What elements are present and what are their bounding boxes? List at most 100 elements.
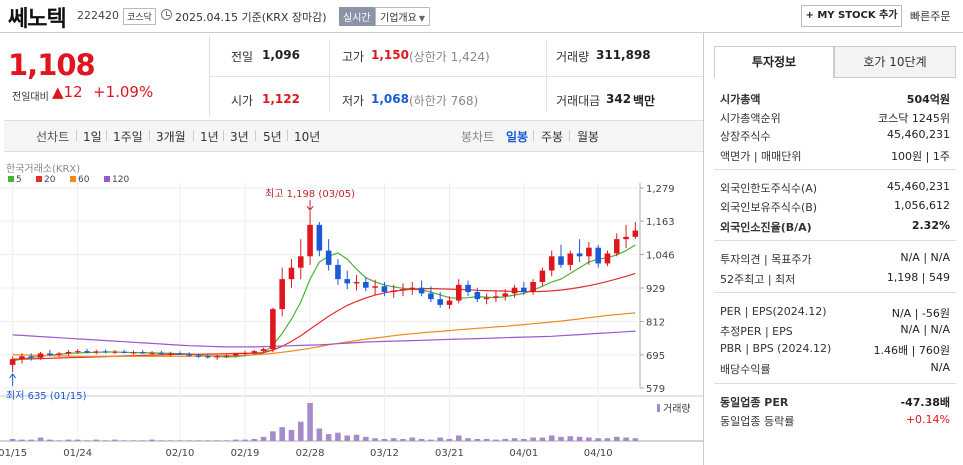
volume-bar — [167, 440, 174, 441]
low-arrow-head — [9, 373, 17, 379]
period-3m[interactable]: 3개월 — [156, 130, 186, 144]
divider — [223, 130, 224, 141]
volume-bar — [307, 403, 313, 441]
candle-body — [19, 356, 25, 360]
info-value: 504억원 — [906, 93, 950, 106]
ma-legend-label: 120 — [112, 175, 129, 185]
candle-body — [344, 279, 351, 284]
period-1w[interactable]: 1주일 — [113, 130, 143, 144]
candle-body — [84, 351, 90, 353]
period-1d[interactable]: 1일 — [83, 130, 102, 144]
volume-bar — [539, 437, 546, 441]
volume-bar — [335, 432, 341, 441]
candle-body — [623, 236, 629, 240]
divider — [255, 130, 256, 141]
candle-body — [390, 290, 397, 292]
candle-body — [586, 247, 592, 257]
info-label: 시가총액순위 — [720, 112, 781, 125]
candle-body — [632, 230, 639, 237]
candle-daily[interactable]: 일봉 — [506, 130, 529, 144]
candle-chart-label[interactable]: 봉차트 — [461, 130, 495, 144]
my-stock-add-button[interactable]: + MY STOCK 추가 — [801, 5, 902, 27]
info-value: 45,460,231 — [887, 180, 950, 193]
period-10y[interactable]: 10년 — [294, 130, 321, 144]
candle-body — [279, 279, 285, 310]
x-tick-label: 03/12 — [370, 448, 399, 459]
volume-bar — [288, 429, 295, 441]
candle-weekly[interactable]: 주봉 — [541, 130, 564, 144]
candle-body — [363, 282, 369, 288]
x-tick-label: 02/10 — [166, 448, 195, 459]
candle-body — [521, 287, 527, 292]
candle-body — [93, 351, 100, 353]
candle-body — [613, 239, 620, 254]
volume-bar — [409, 437, 416, 441]
tab-investment-info[interactable]: 투자정보 — [714, 46, 834, 78]
volume-bar — [446, 438, 453, 441]
period-1y[interactable]: 1년 — [200, 130, 219, 144]
candle-body — [381, 286, 388, 292]
company-overview-button[interactable]: 기업개요 ▼ — [375, 7, 430, 26]
candle-body — [288, 267, 295, 280]
candle-body — [28, 356, 35, 358]
info-value: N/A | N/A — [900, 251, 950, 264]
info-value: N/A | -56원 — [891, 307, 950, 320]
candle-body — [428, 293, 434, 300]
info-label: 배당수익률 — [720, 363, 771, 376]
line-chart-label[interactable]: 선차트 — [36, 130, 70, 144]
divider — [106, 130, 107, 141]
volume-bar — [186, 440, 193, 441]
tab-order-book[interactable]: 호가 10단계 — [834, 46, 956, 78]
candle-body — [474, 292, 481, 300]
candle-body — [455, 284, 462, 301]
volume-bar — [232, 439, 239, 441]
info-label: PER | EPS(2024.12) — [720, 305, 827, 318]
volume-bar — [586, 437, 592, 441]
volume-bar — [558, 436, 564, 441]
candle-body — [242, 352, 248, 354]
quick-order-link[interactable]: 빠른주문 — [910, 10, 951, 23]
candle-body — [223, 355, 230, 357]
volume-bar — [474, 438, 481, 441]
info-value: -47.38배 — [900, 396, 950, 409]
period-5y[interactable]: 5년 — [263, 130, 282, 144]
divider — [714, 169, 956, 170]
divider — [149, 130, 150, 141]
info-label: 52주최고 | 최저 — [720, 273, 796, 286]
divider — [76, 130, 77, 141]
x-tick-label: 02/28 — [296, 448, 325, 459]
candle-body — [139, 352, 146, 354]
divider — [209, 76, 703, 77]
low-value: 1,068 — [371, 92, 409, 106]
volume-bar — [437, 437, 443, 441]
candle-body — [214, 356, 220, 358]
info-label: PBR | BPS (2024.12) — [720, 342, 832, 355]
candle-body — [297, 256, 304, 268]
candle-monthly[interactable]: 월봉 — [577, 130, 600, 144]
ma-legend-swatch — [8, 176, 14, 182]
candle-body — [418, 287, 425, 294]
candle-body — [400, 289, 406, 291]
volume-bar — [47, 439, 53, 441]
candle-body — [548, 256, 555, 271]
candle-body — [270, 309, 276, 350]
volume-bar — [177, 440, 183, 441]
realtime-button[interactable]: 실시간 — [339, 7, 375, 26]
volume-legend-swatch — [657, 404, 660, 412]
info-label: 상장주식수 — [720, 130, 771, 143]
candle-body — [130, 352, 137, 354]
info-label: 외국인한도주식수(A) — [720, 182, 818, 195]
volume-bar — [623, 437, 629, 441]
volume-bar — [372, 438, 378, 441]
volume-bar — [595, 438, 601, 441]
volume-bar — [65, 439, 72, 441]
candle-body — [167, 353, 174, 355]
volume-bar — [56, 440, 62, 441]
volume-bar — [37, 437, 44, 441]
stock-name: 쎄노텍 — [8, 7, 67, 32]
x-tick-label: 02/19 — [231, 448, 260, 459]
candle-body — [530, 282, 536, 292]
ma-legend-label: 60 — [78, 175, 90, 185]
price-chart[interactable]: 한국거래소(KRX)5 20 60 120 1,279 1,163 1,046 929 812 6… — [0, 156, 703, 465]
period-3y[interactable]: 3년 — [230, 130, 249, 144]
